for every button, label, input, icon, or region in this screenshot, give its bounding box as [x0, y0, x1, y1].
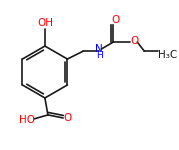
- Text: H: H: [96, 51, 103, 60]
- Text: OH: OH: [37, 18, 53, 28]
- Text: HO: HO: [19, 115, 35, 125]
- Text: H₃C: H₃C: [158, 50, 177, 60]
- Text: N: N: [95, 44, 103, 54]
- Text: O: O: [130, 36, 138, 46]
- Text: O: O: [111, 15, 119, 25]
- Text: O: O: [64, 113, 72, 123]
